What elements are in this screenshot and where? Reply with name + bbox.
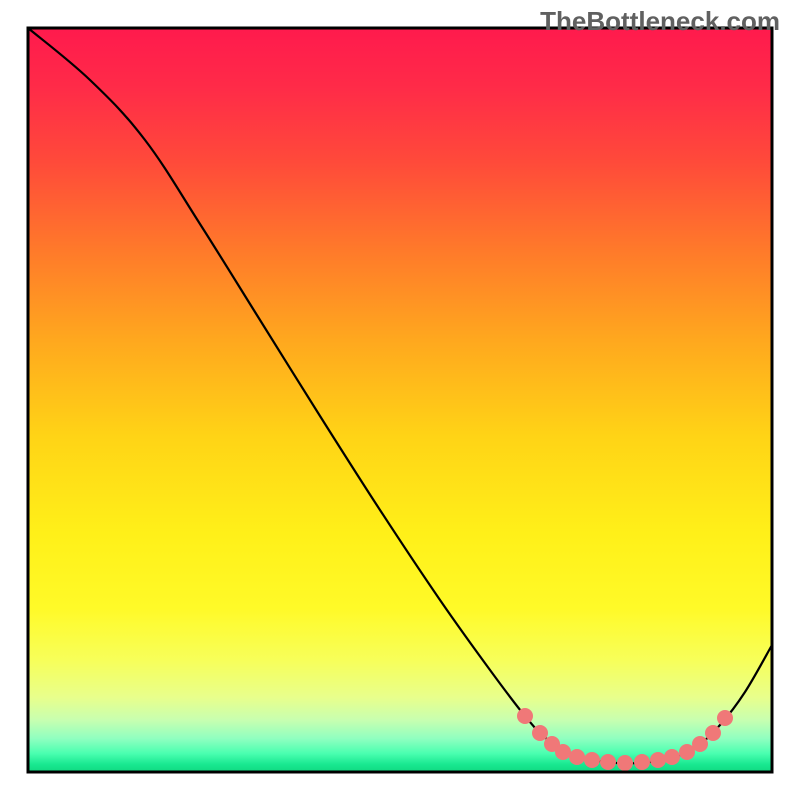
marker-point [517, 708, 533, 724]
marker-point [600, 754, 616, 770]
marker-point [717, 710, 733, 726]
plot-background [28, 28, 772, 772]
marker-point [634, 754, 650, 770]
marker-point [650, 752, 666, 768]
watermark-text: TheBottleneck.com [540, 6, 780, 37]
marker-point [584, 752, 600, 768]
marker-point [569, 749, 585, 765]
marker-point [692, 736, 708, 752]
marker-point [532, 725, 548, 741]
marker-point [555, 744, 571, 760]
marker-point [664, 749, 680, 765]
marker-point [617, 755, 633, 771]
marker-point [705, 725, 721, 741]
chart-svg [0, 0, 800, 800]
chart-container: TheBottleneck.com [0, 0, 800, 800]
